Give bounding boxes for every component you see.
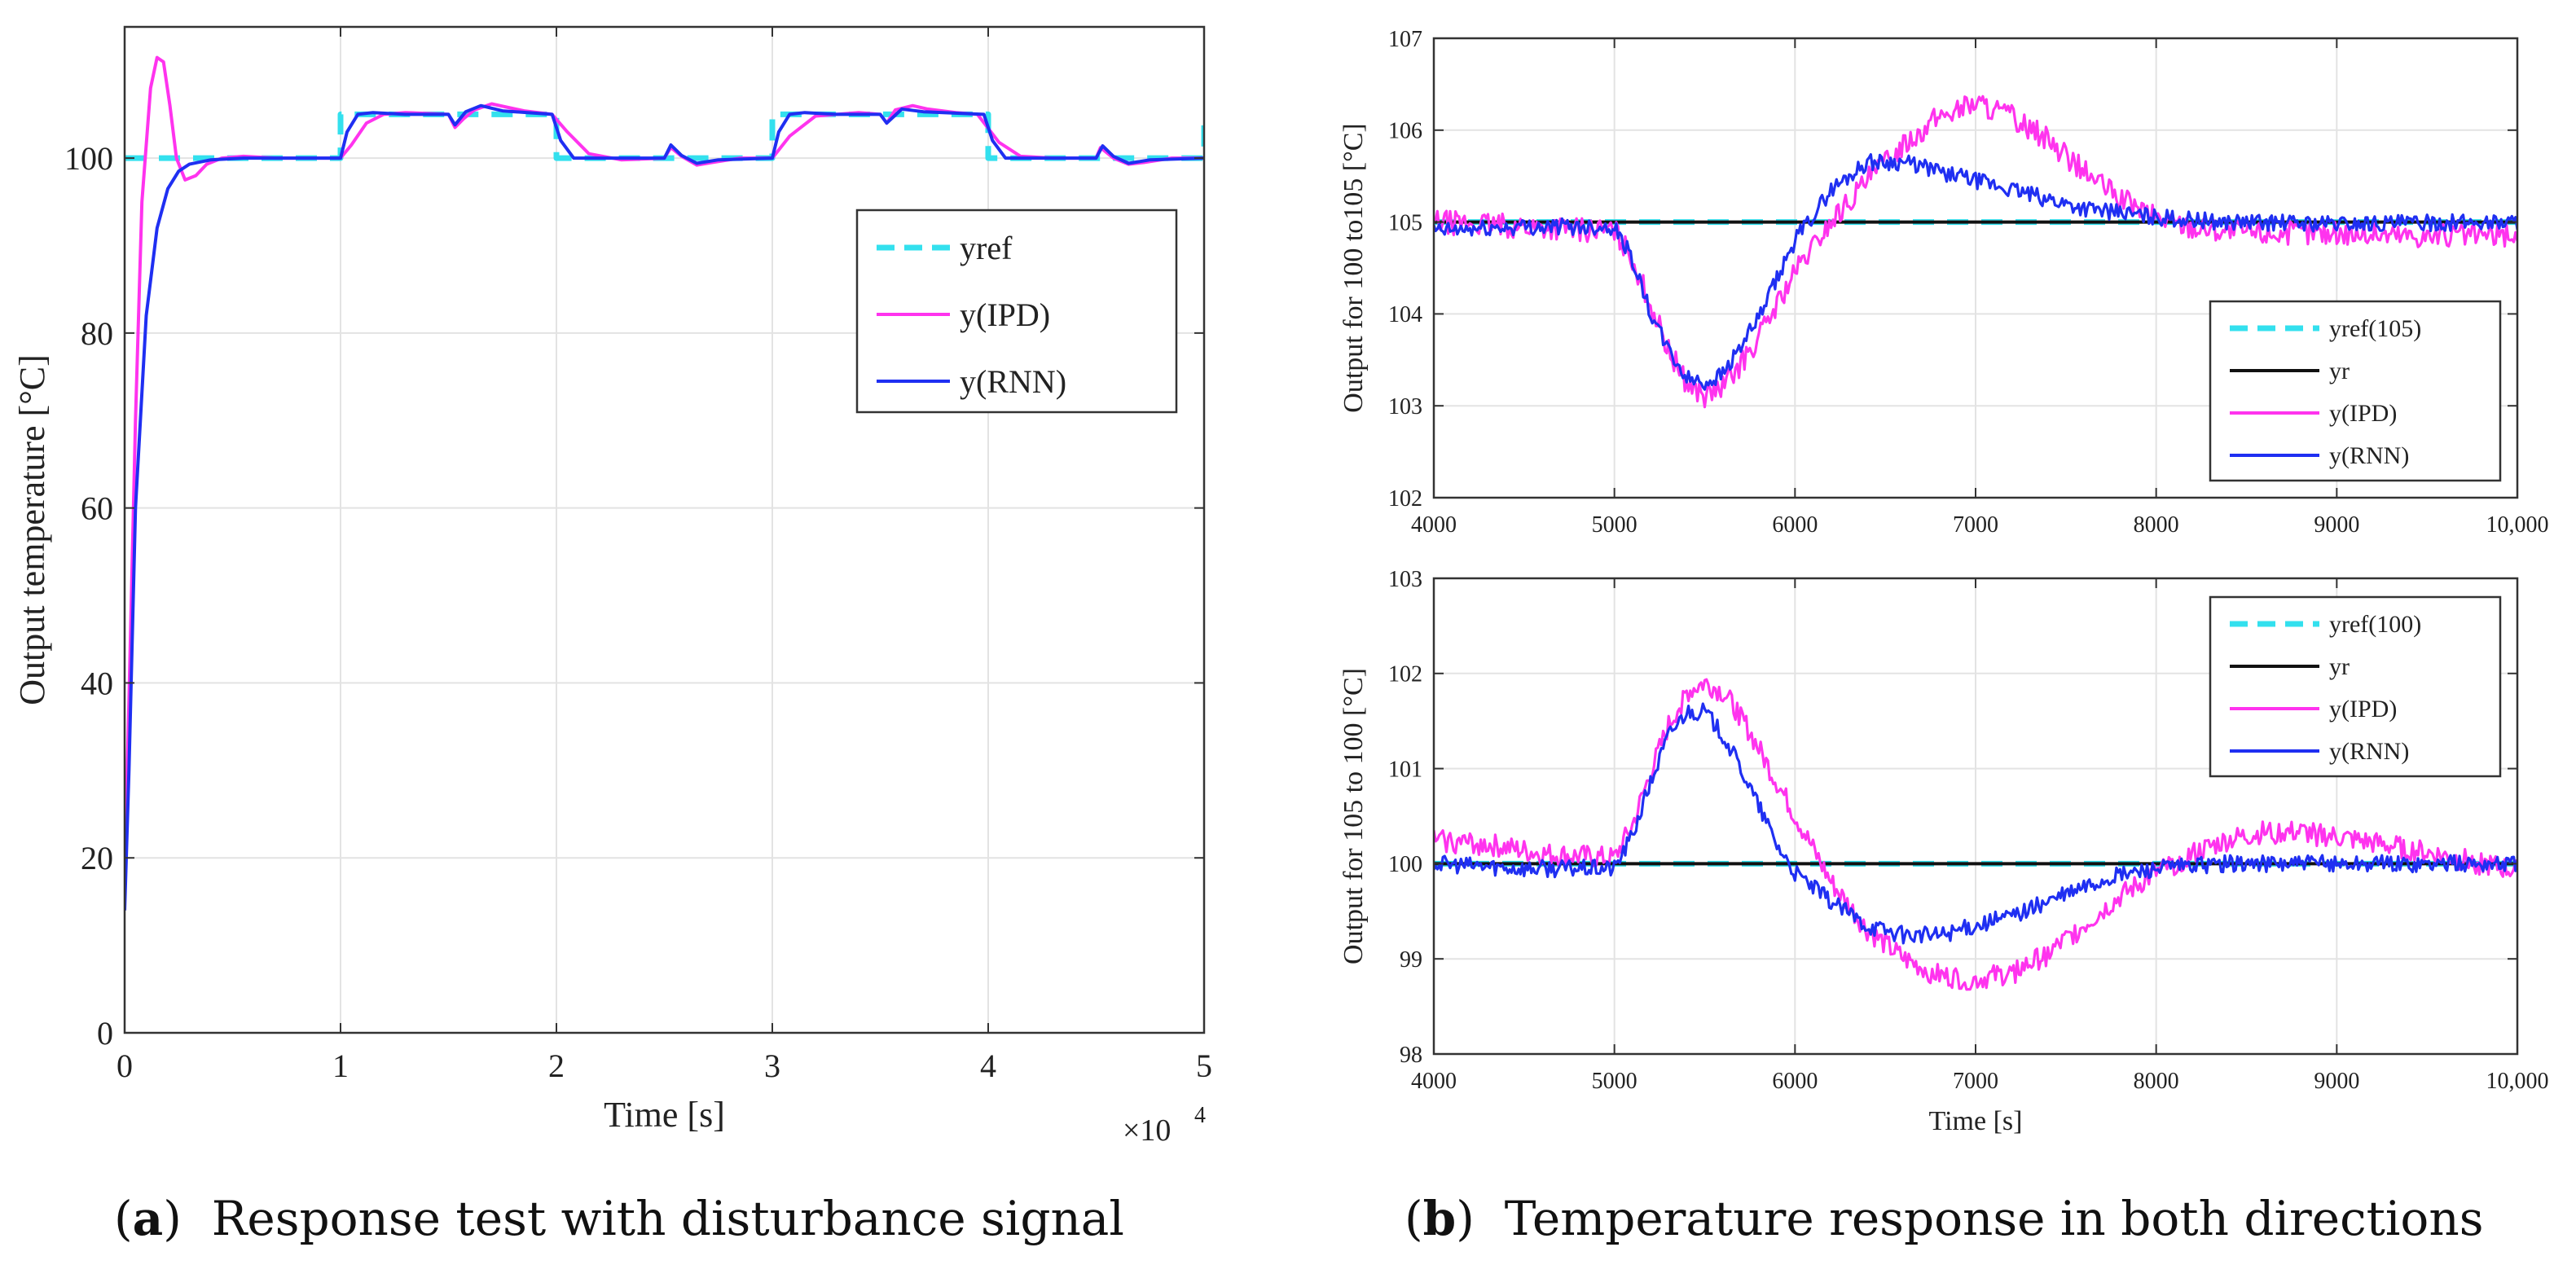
y-tick-label: 80 — [81, 315, 113, 352]
y-tick-label: 107 — [1388, 27, 1422, 52]
x-tick-label: 3 — [764, 1047, 780, 1084]
x-tick-label: 8000 — [2134, 1069, 2179, 1094]
x-tick-label: 5000 — [1592, 1069, 1637, 1094]
y-axis-label: Output for 100 to105 [°C] — [1339, 123, 1369, 412]
x-tick-label: 1 — [332, 1047, 349, 1084]
y-tick-label: 104 — [1388, 302, 1422, 327]
x-tick-label: 5 — [1196, 1047, 1212, 1084]
x-tick-label: 8000 — [2134, 512, 2179, 538]
series-y-rnn--line — [125, 103, 1204, 911]
series-group — [125, 55, 1204, 911]
legend-label: y(RNN) — [2329, 738, 2409, 765]
series-group — [1434, 94, 2517, 409]
y-tick-label: 106 — [1388, 119, 1422, 144]
y-tick-label: 102 — [1388, 486, 1422, 512]
caption-b: (b) Temperature response in both directi… — [1404, 1191, 2484, 1246]
y-tick-label: 98 — [1400, 1043, 1422, 1068]
legend-label: y(IPD) — [2329, 696, 2397, 722]
y-axis-label: Output temperature [°C] — [12, 354, 52, 705]
x-tick-label: 4000 — [1411, 512, 1457, 538]
x-tick-label: 10,000 — [2486, 512, 2549, 538]
legend-label: yref — [960, 230, 1013, 266]
y-tick-label: 60 — [81, 490, 113, 527]
y-tick-label: 103 — [1388, 394, 1422, 419]
chart-b-top: 4000 5000 6000 7000 8000 9000 10,000 102 103 104 1… — [1339, 27, 2549, 538]
series-y-ipd--line — [1434, 678, 2517, 991]
x-tick-label: 6000 — [1772, 512, 1818, 538]
series-y-rnn--line — [1434, 702, 2517, 945]
y-tick-label: 20 — [81, 840, 113, 876]
legend: yref y(IPD) y(RNN) — [855, 209, 1178, 414]
y-tick-label: 105 — [1388, 210, 1422, 235]
x-tick-label: 9000 — [2314, 1069, 2359, 1094]
legend-box — [855, 209, 1178, 414]
legend-label: yr — [2329, 653, 2350, 680]
x-tick-label: 4000 — [1411, 1069, 1457, 1094]
y-tick-label: 100 — [1388, 852, 1422, 877]
x-tick-label: 2 — [548, 1047, 565, 1084]
legend-label: yref(105) — [2329, 315, 2421, 342]
y-tick-label: 99 — [1400, 947, 1422, 973]
legend: yref(105) yr y(IPD) y(RNN) — [2209, 300, 2502, 482]
x-tick-label: 6000 — [1772, 1069, 1818, 1094]
y-tick-label: 103 — [1388, 567, 1422, 592]
legend-label: yref(100) — [2329, 611, 2421, 638]
y-tick-label: 0 — [97, 1015, 113, 1052]
x-axis-multiplier-exponent: 4 — [1194, 1103, 1206, 1128]
legend: yref(100) yr y(IPD) y(RNN) — [2209, 595, 2502, 778]
x-tick-label: 0 — [116, 1047, 133, 1084]
x-axis-label: Time [s] — [1929, 1106, 2023, 1136]
x-tick-label: 7000 — [1953, 512, 1998, 538]
x-tick-label: 5000 — [1592, 512, 1637, 538]
legend-label: y(RNN) — [960, 363, 1066, 400]
caption-a-letter: a — [132, 1191, 164, 1246]
plot-frame — [123, 25, 1206, 1034]
series-yref-line — [125, 111, 1204, 161]
caption-a: (a) Response test with disturbance signa… — [114, 1191, 1124, 1246]
caption-b-letter: b — [1422, 1191, 1457, 1246]
caption-a-text: Response test with disturbance signal — [211, 1191, 1124, 1246]
legend-label: yr — [2329, 358, 2350, 384]
series-y-ipd--line — [125, 55, 1204, 876]
y-tick-label: 100 — [64, 140, 113, 177]
series-y-ipd--line — [1434, 94, 2517, 409]
x-axis-multiplier: ×10 — [1123, 1113, 1171, 1148]
legend-label: y(IPD) — [960, 296, 1050, 333]
caption-b-text: Temperature response in both directions — [1504, 1191, 2484, 1246]
x-tick-label: 4 — [980, 1047, 996, 1084]
series-group — [1434, 678, 2517, 991]
chart-a: 0 1 2 3 4 5 0 20 40 60 80 100 Time [s] Output tempera… — [12, 25, 1212, 1148]
x-tick-label: 7000 — [1953, 1069, 1998, 1094]
legend-box — [2209, 595, 2502, 778]
x-axis-label: Time [s] — [604, 1095, 725, 1135]
legend-label: y(IPD) — [2329, 400, 2397, 427]
y-tick-label: 102 — [1388, 662, 1422, 687]
y-tick-label: 101 — [1388, 757, 1422, 782]
x-tick-label: 9000 — [2314, 512, 2359, 538]
y-tick-label: 40 — [81, 665, 113, 701]
legend-box — [2209, 300, 2502, 482]
chart-b-bottom: 4000 5000 6000 7000 8000 9000 10,000 98 99 100 101… — [1339, 567, 2549, 1136]
series-y-rnn--line — [1434, 153, 2517, 391]
x-tick-label: 10,000 — [2486, 1069, 2549, 1094]
y-axis-label: Output for 105 to 100 [°C] — [1339, 668, 1369, 964]
legend-label: y(RNN) — [2329, 442, 2409, 469]
